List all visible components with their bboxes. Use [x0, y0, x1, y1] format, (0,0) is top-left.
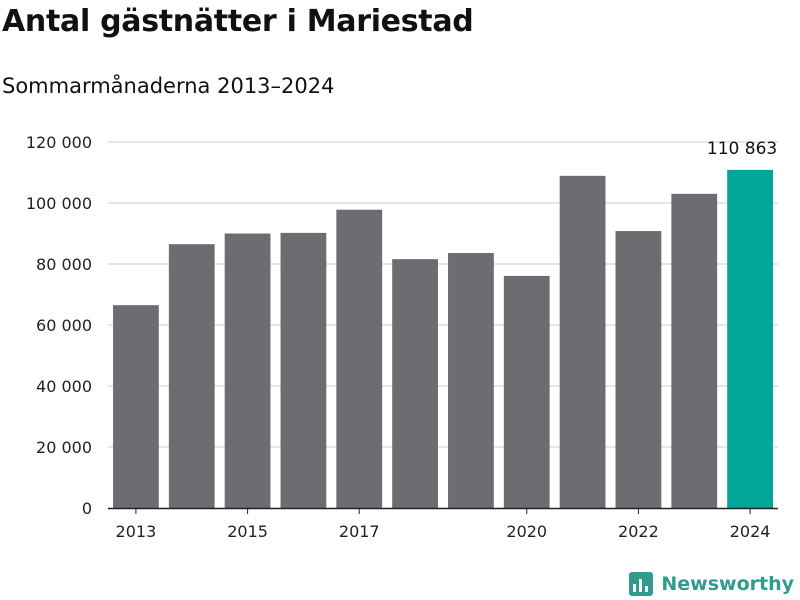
- bar-chart-logo-icon: [629, 572, 654, 596]
- x-tick-label: 2013: [116, 522, 157, 541]
- y-tick-label: 40 000: [36, 377, 92, 396]
- x-tick-label: 2022: [618, 522, 659, 541]
- x-tick-label: 2015: [227, 522, 268, 541]
- bar-2024: [727, 169, 773, 508]
- y-tick-label: 80 000: [36, 255, 92, 274]
- y-tick-label: 120 000: [26, 133, 92, 152]
- bar-2017: [336, 209, 383, 508]
- bar-2021: [559, 175, 606, 509]
- y-tick-label: 0: [82, 499, 92, 518]
- bar-2023: [671, 193, 718, 508]
- x-tick-label: 2020: [506, 522, 547, 541]
- chart-title: Antal gästnätter i Mariestad: [2, 4, 474, 39]
- chart-subtitle: Sommarmånaderna 2013–2024: [2, 74, 335, 98]
- bar-2013: [113, 305, 159, 508]
- bar-2019: [448, 253, 494, 508]
- bar-2016: [280, 232, 327, 508]
- y-tick-label: 20 000: [36, 438, 92, 457]
- brand-name: Newsworthy: [661, 573, 794, 595]
- bar-2015: [224, 233, 271, 508]
- y-tick-label: 60 000: [36, 316, 92, 335]
- bar-2022: [615, 231, 662, 508]
- brand-logo: Newsworthy: [629, 572, 794, 596]
- bar-2014: [168, 244, 215, 509]
- data-label: 110 863: [707, 139, 777, 159]
- bar-2020: [503, 275, 550, 508]
- x-tick-label: 2017: [339, 522, 380, 541]
- y-tick-label: 100 000: [26, 194, 92, 213]
- x-tick-label: 2024: [730, 522, 771, 541]
- bar-2018: [392, 259, 438, 508]
